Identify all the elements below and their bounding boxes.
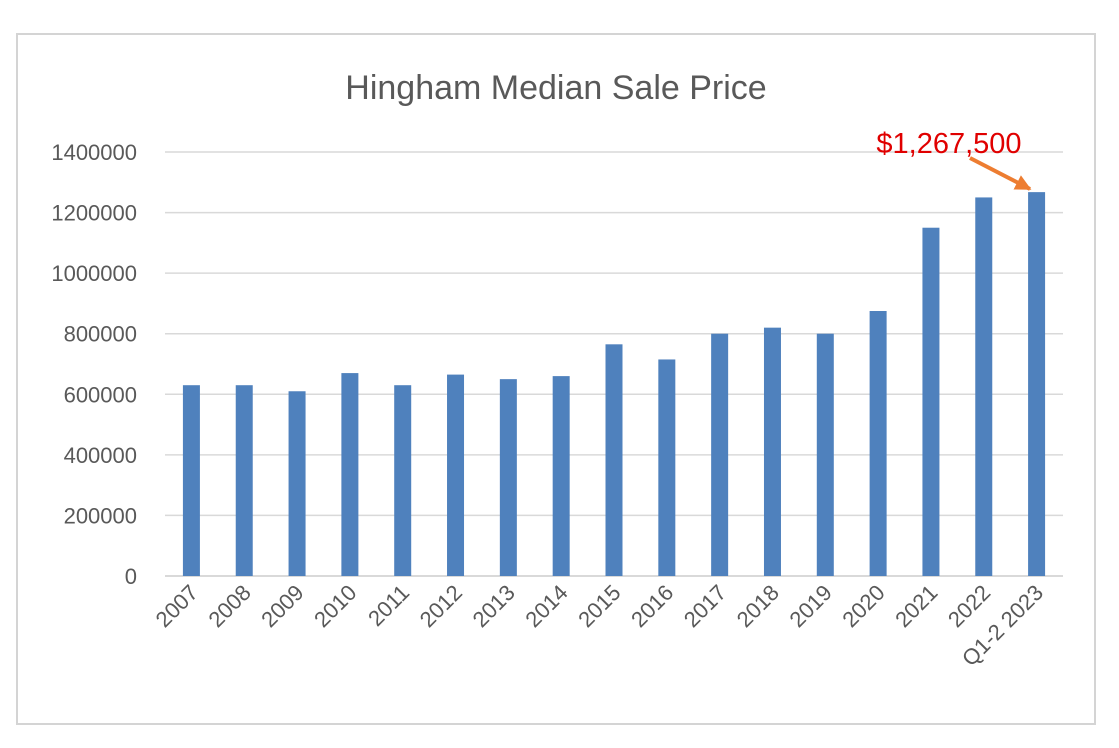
- chart-title: Hingham Median Sale Price: [345, 69, 766, 107]
- bar-2016: [658, 359, 676, 576]
- bar-q1-2-2023: [1028, 192, 1046, 576]
- y-tick-label: 600000: [64, 382, 137, 407]
- x-tick-label: 2019: [785, 580, 837, 632]
- bar-2012: [447, 374, 465, 576]
- bar-2022: [975, 197, 993, 576]
- bar-2008: [235, 385, 253, 576]
- bars: [182, 192, 1046, 576]
- x-axis-ticks: 2007 2008 2009 2010 2011 2012 2013 2014 2015 2016…: [151, 580, 1048, 671]
- bar-2015: [605, 344, 623, 576]
- x-tick-label: 2015: [573, 580, 625, 632]
- bar-2020: [869, 311, 887, 576]
- y-axis-ticks: 0 200000 400000 600000 800000 1000000 1200000 1…: [51, 140, 137, 589]
- bar-2017: [711, 333, 729, 576]
- bar-2019: [816, 333, 834, 576]
- x-tick-label: 2016: [626, 580, 678, 632]
- bar-2014: [552, 376, 570, 576]
- callout: $1,267,500: [876, 128, 1032, 191]
- y-tick-label: 1200000: [51, 201, 137, 226]
- bar-2021: [922, 227, 940, 576]
- gridlines: [165, 151, 1063, 577]
- callout-arrow: [969, 156, 1032, 191]
- y-tick-label: 1000000: [51, 261, 137, 286]
- bar-2010: [341, 373, 359, 576]
- bar-2018: [763, 327, 781, 576]
- x-tick-label: 2021: [890, 580, 942, 632]
- y-tick-label: 1400000: [51, 140, 137, 165]
- x-tick-label: 2008: [203, 580, 255, 632]
- x-tick-label: 2014: [520, 580, 572, 632]
- x-tick-label: 2007: [151, 580, 203, 632]
- x-tick-label: 2010: [309, 580, 361, 632]
- x-tick-label: 2012: [415, 580, 467, 632]
- x-tick-label: 2017: [679, 580, 731, 632]
- x-tick-label: 2011: [363, 580, 414, 631]
- bar-2009: [288, 391, 306, 576]
- x-tick-label: 2018: [732, 580, 784, 632]
- callout-label: $1,267,500: [876, 128, 1021, 160]
- y-tick-label: 200000: [64, 503, 137, 528]
- y-tick-label: 0: [125, 564, 137, 589]
- x-tick-label: 2013: [468, 580, 520, 632]
- bar-2013: [499, 379, 517, 576]
- x-tick-label: 2009: [256, 580, 308, 632]
- y-tick-label: 800000: [64, 322, 137, 347]
- bar-2007: [182, 385, 200, 576]
- y-tick-label: 400000: [64, 443, 137, 468]
- bar-2011: [394, 385, 412, 576]
- x-tick-label: 2020: [837, 580, 889, 632]
